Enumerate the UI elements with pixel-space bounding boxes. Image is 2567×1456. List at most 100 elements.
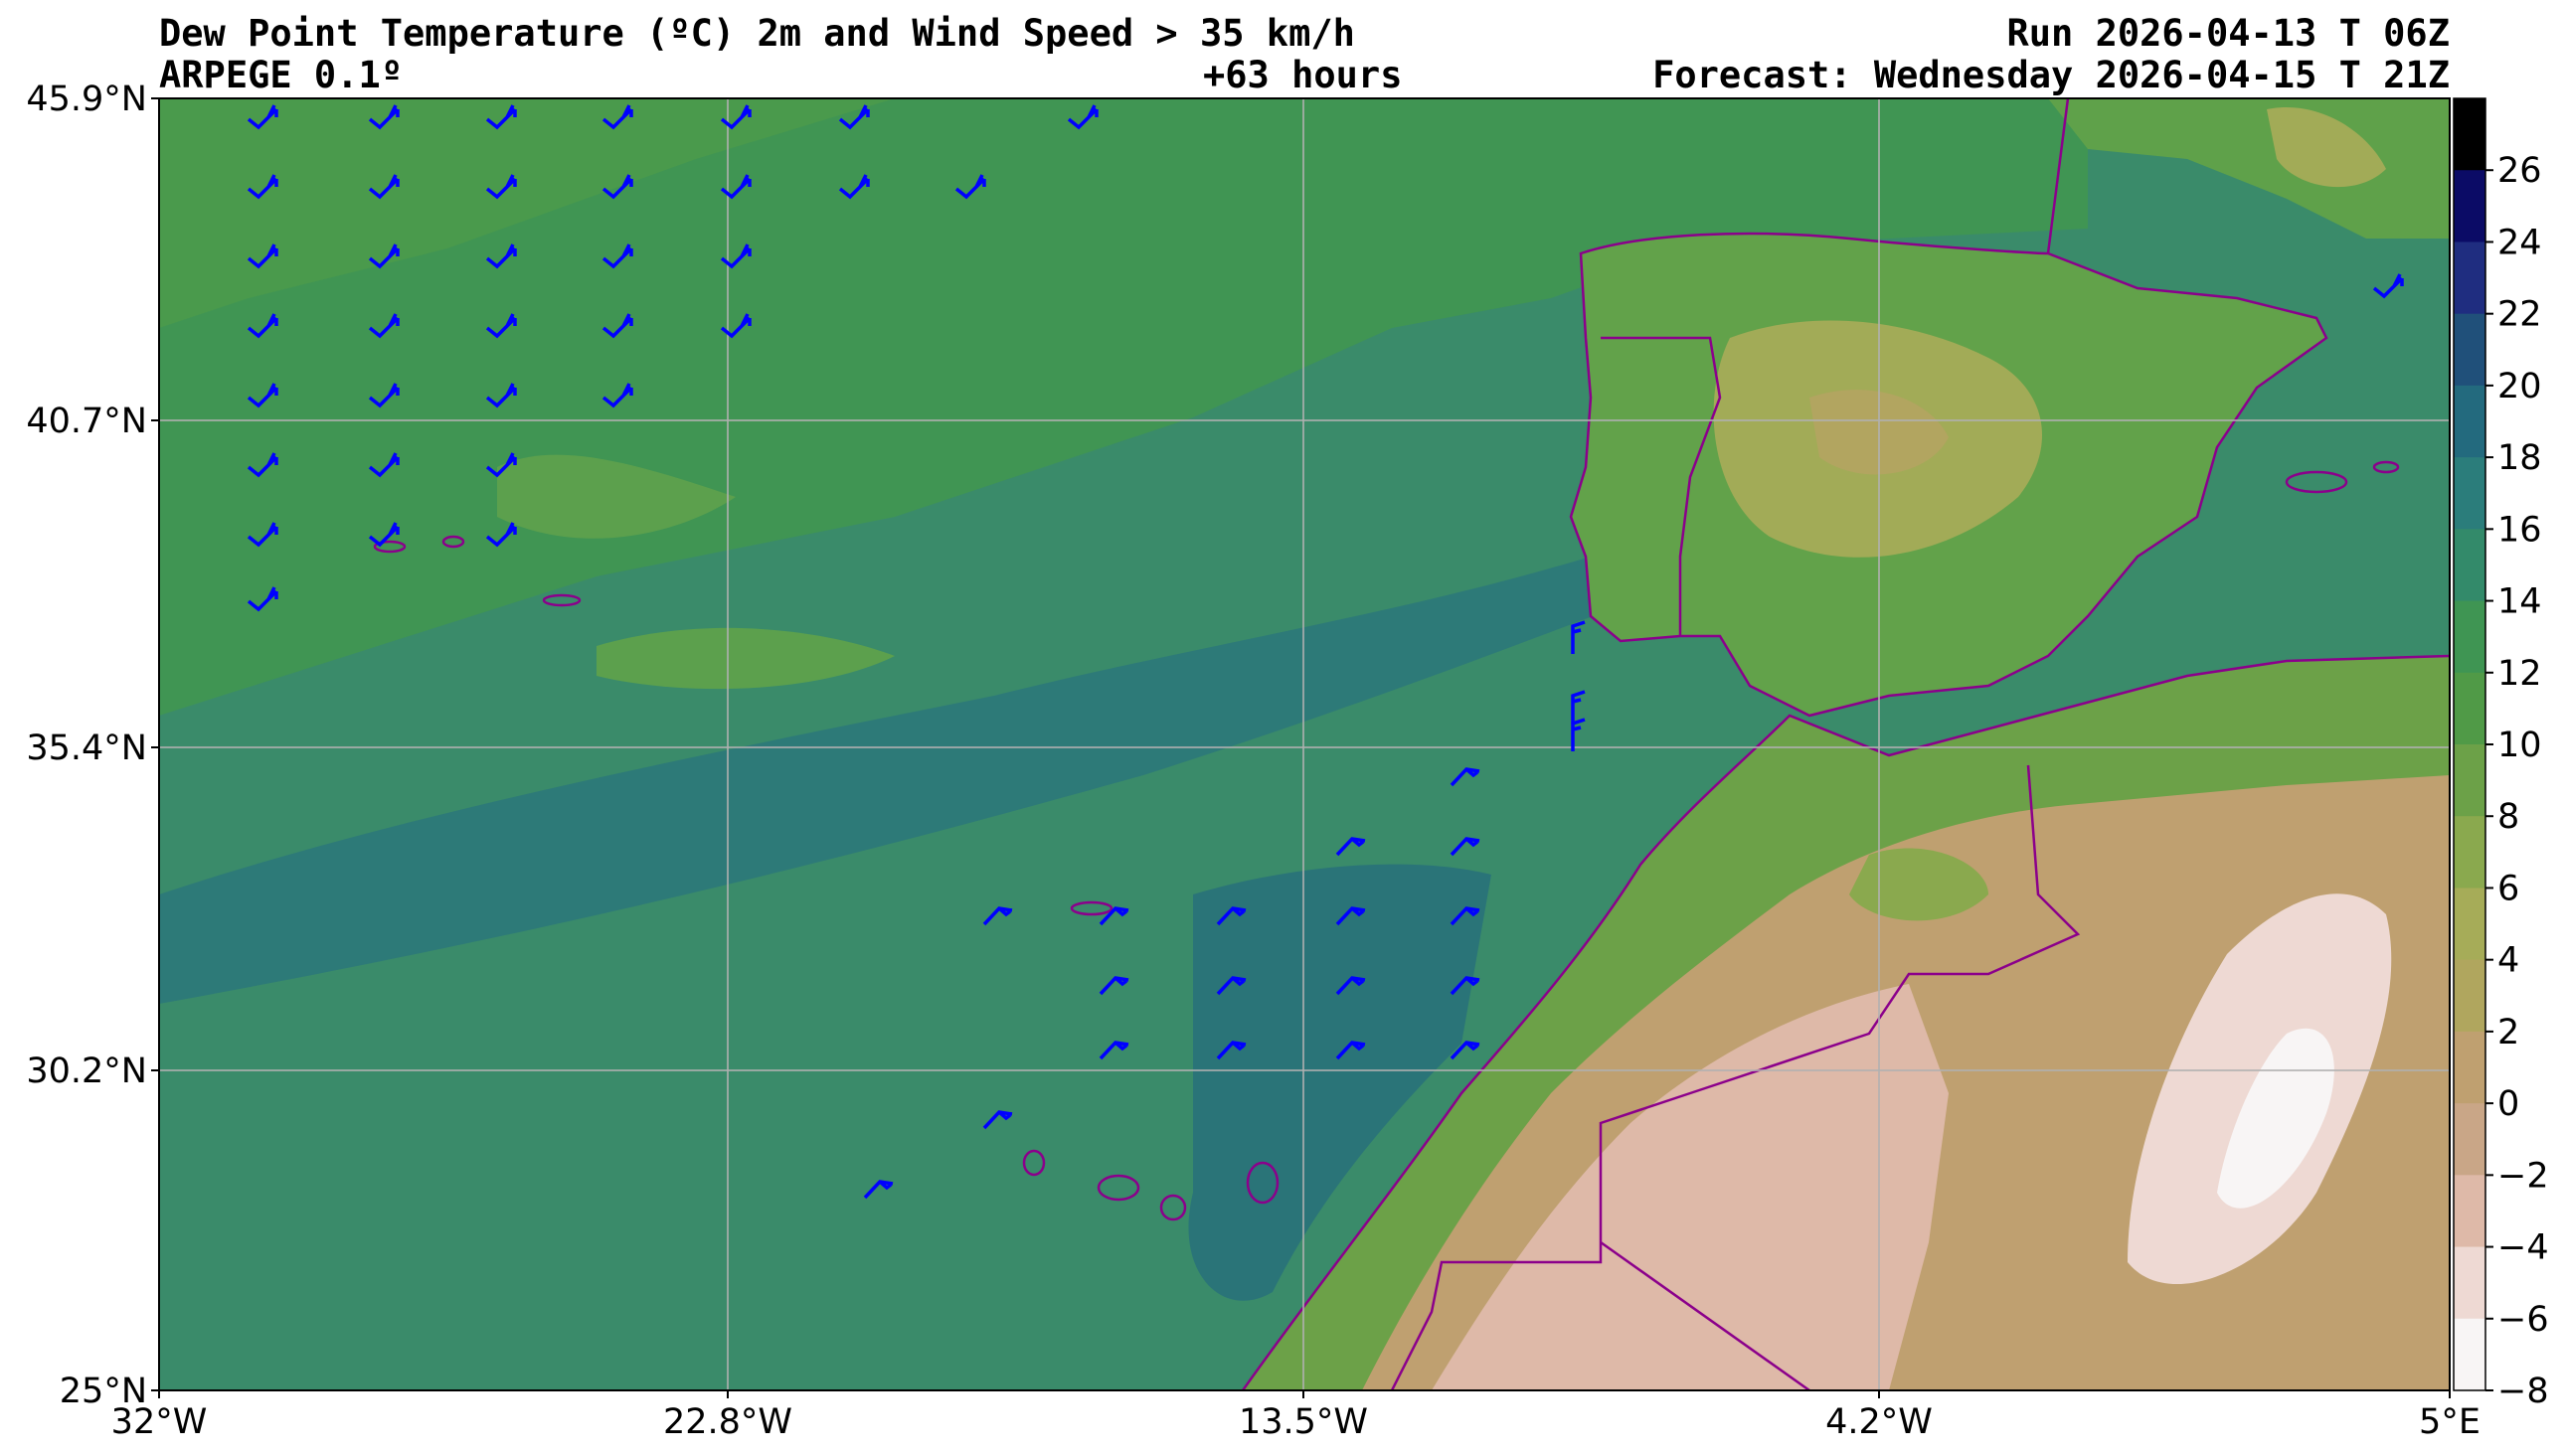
colorbar-label: 24 — [2497, 223, 2542, 262]
colorbar-segment — [2454, 1031, 2485, 1104]
wind-barb — [601, 243, 633, 269]
lat-tick-label: 40.7°N — [26, 402, 147, 441]
wind-barb — [1571, 718, 1586, 751]
colorbar-segment — [2454, 959, 2485, 1033]
wind-barb — [368, 452, 400, 478]
colorbar-segment — [2454, 1246, 2485, 1320]
longitude-axis: 32°W 22.8°W 13.5°W 4.2°W 5°E — [111, 1390, 2481, 1442]
wind-barb — [368, 522, 400, 548]
wind-barb — [368, 174, 400, 200]
iberia-coastline — [1569, 232, 2328, 718]
wind-barb — [863, 1180, 894, 1200]
wind-barb — [1335, 1041, 1366, 1060]
colorbar-segment — [2454, 744, 2485, 817]
wind-barb — [485, 174, 517, 200]
balearic-island — [2372, 460, 2400, 474]
portugal-border — [1601, 336, 1722, 636]
colorbar-label: −8 — [2497, 1372, 2549, 1411]
atlas-zone — [1849, 848, 1988, 921]
wind-barb — [1067, 104, 1099, 130]
canary-island — [1246, 1161, 1280, 1205]
lon-tick-label: 5°E — [2419, 1402, 2481, 1442]
colorbar-segment — [2454, 600, 2485, 674]
colorbar-label: 2 — [2497, 1013, 2519, 1052]
wind-barb — [1450, 767, 1480, 787]
wind-barb — [247, 586, 278, 612]
lon-tick-label: 32°W — [111, 1402, 208, 1442]
colorbar-segment — [2454, 672, 2485, 745]
wind-barb — [601, 383, 633, 408]
coastal-moist-zone — [1188, 864, 1491, 1301]
latitude-axis: 45.9°N 40.7°N 35.4°N 30.2°N 25°N — [26, 80, 159, 1411]
colorbar-label: 0 — [2497, 1084, 2519, 1124]
wind-barb — [1099, 976, 1129, 996]
wind-barb — [720, 243, 752, 269]
azores-island — [441, 535, 465, 549]
wind-barb — [838, 174, 870, 200]
lon-tick-label: 22.8°W — [663, 1402, 792, 1442]
colorbar-segment — [2454, 888, 2485, 961]
moist-band — [159, 497, 1750, 1004]
africa-coastline — [1241, 654, 2450, 1390]
colorbar-label: 16 — [2497, 510, 2542, 550]
wind-barb — [954, 174, 986, 200]
colorbar-segment — [2454, 385, 2485, 458]
wind-barb — [1335, 976, 1366, 996]
wind-barb — [601, 104, 633, 130]
wind-barb — [1216, 976, 1247, 996]
canary-island — [1097, 1174, 1140, 1202]
forecast-label: Forecast: Wednesday 2026-04-15 T 21Z — [1652, 54, 2450, 96]
light-patch-2 — [597, 627, 895, 690]
light-patch-1 — [497, 454, 736, 539]
run-label: Run 2026-04-13 T 06Z — [2006, 12, 2450, 55]
wind-barb — [1099, 906, 1129, 926]
wind-barb — [485, 522, 517, 548]
lon-tick-label: 13.5°W — [1239, 1402, 1368, 1442]
colorbar-label: 14 — [2497, 582, 2542, 622]
colorbar-segment — [2454, 313, 2485, 387]
wind-barb — [720, 174, 752, 200]
wind-barb — [2372, 273, 2404, 299]
colorbar-label: 4 — [2497, 941, 2519, 981]
wind-barb — [368, 383, 400, 408]
france-coast — [2046, 98, 2070, 254]
model-label: ARPEGE 0.1º — [159, 54, 404, 96]
wind-barb — [485, 383, 517, 408]
wind-barb — [838, 104, 870, 130]
colorbar-segment — [2454, 816, 2485, 889]
wind-barb — [247, 104, 278, 130]
balearic-island — [2285, 470, 2348, 494]
azores-island — [542, 593, 582, 607]
wind-barb — [485, 243, 517, 269]
wind-barb — [720, 313, 752, 339]
wind-barb — [1335, 906, 1366, 926]
madeira-island — [1070, 900, 1113, 916]
colorbar-segment — [2454, 1103, 2485, 1176]
wind-barb — [368, 243, 400, 269]
desert-extreme — [2217, 1028, 2334, 1209]
alps-dry — [2267, 107, 2386, 188]
wind-barb — [247, 243, 278, 269]
graticule — [159, 98, 2450, 1390]
madeira-island — [1022, 1149, 1046, 1177]
wind-barb — [982, 906, 1013, 926]
wind-barb — [485, 313, 517, 339]
lat-tick-label: 35.4°N — [26, 728, 147, 768]
morocco-border — [1390, 764, 2081, 1390]
colorbar-label: 22 — [2497, 295, 2542, 335]
colorbar-label: −2 — [2497, 1156, 2549, 1196]
colorbar-label: −6 — [2497, 1300, 2549, 1340]
lon-tick-label: 4.2°W — [1825, 1402, 1933, 1442]
colorbar-label: 8 — [2497, 797, 2519, 837]
lat-tick-label: 30.2°N — [26, 1052, 147, 1091]
wind-barb — [601, 313, 633, 339]
wind-barb — [247, 383, 278, 408]
wind-barb — [368, 104, 400, 130]
colorbar-segment — [2454, 457, 2485, 530]
mauritania-border — [1600, 1240, 1810, 1390]
colorbar-label: −4 — [2497, 1228, 2549, 1268]
wind-barb — [1450, 1041, 1480, 1060]
lat-tick-label: 45.9°N — [26, 80, 147, 119]
colorbar-label: 26 — [2497, 151, 2542, 191]
